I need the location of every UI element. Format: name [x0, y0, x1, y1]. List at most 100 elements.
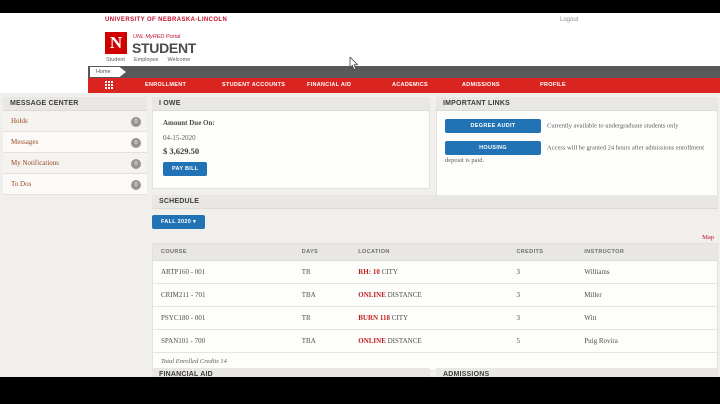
cell-days: TBA [293, 283, 351, 307]
count-badge: 0 [131, 117, 141, 127]
message-center-list: Holds 0 Messages 0 My Notifications 0 [3, 111, 147, 195]
important-link-description: Access will be granted 24 hours after ad… [445, 144, 705, 164]
university-wordmark[interactable]: UNIVERSITY OF NEBRASKA-LINCOLN [105, 17, 228, 23]
important-links-panel: IMPORTANT LINKS DEGREE AUDIT Currently av… [436, 97, 718, 199]
message-center-item[interactable]: To Dos 0 [3, 174, 147, 195]
cell-instructor: Miller [576, 283, 718, 307]
admissions-title: ADMISSIONS [436, 368, 718, 377]
location-map-link[interactable]: BURN 118 [358, 314, 390, 322]
tab-home[interactable]: Home [90, 67, 126, 77]
portal-label: UNL MyRED Portal [133, 34, 181, 40]
location-campus: CITY [381, 268, 398, 276]
nav-item[interactable]: ADMISSIONS [462, 82, 500, 88]
financial-aid-panel: FINANCIAL AID [152, 368, 430, 377]
message-center-item-label: To Dos [11, 180, 32, 188]
cell-course: SPAN101 - 700 [152, 329, 294, 353]
cell-location: ONLINE DISTANCE [350, 329, 509, 353]
important-links-title: IMPORTANT LINKS [436, 97, 718, 111]
mouse-cursor-icon [349, 57, 358, 70]
schedule-table: COURSE DAYS LOCATION CREDITS INSTRUCTOR … [152, 243, 718, 353]
nav-item[interactable]: FINANCIAL AID [307, 82, 352, 88]
cell-location: ONLINE DISTANCE [350, 283, 509, 307]
message-center-item[interactable]: My Notifications 0 [3, 153, 147, 174]
nav-item[interactable]: PROFILE [540, 82, 566, 88]
i-owe-body: Amount Due On: 04-15-2020 $ 3,629.50 PAY… [152, 111, 430, 189]
message-center-title: MESSAGE CENTER [3, 97, 147, 111]
due-date: 04-15-2020 [163, 134, 196, 142]
schedule-panel: SCHEDULE FALL 2020 ▾ Map COURSE DAYS LOC… [152, 195, 718, 371]
masthead-links: Student Employee Welcome [106, 57, 190, 63]
nav-item[interactable]: ENROLLMENT [145, 82, 187, 88]
logout-link[interactable]: Logout [560, 17, 579, 23]
total-credits: Total Enrolled Credits 14 [152, 353, 718, 371]
cell-course: CRIM211 - 701 [152, 283, 294, 307]
main-nav: ENROLLMENT STUDENT ACCOUNTS FINANCIAL AID A… [88, 78, 720, 93]
important-link-row: HOUSING Access will be granted 24 hours a… [445, 141, 709, 166]
cell-course: ARTP160 - 001 [152, 260, 294, 284]
col-credits: CREDITS [508, 243, 577, 261]
amount-due-value: $ 3,629.50 [163, 146, 200, 156]
message-center: MESSAGE CENTER Holds 0 Messages 0 [3, 97, 147, 195]
tab-bar: Home [88, 66, 720, 78]
content-area: MESSAGE CENTER Holds 0 Messages 0 [0, 93, 720, 377]
location-map-link[interactable]: RH: 10 [358, 268, 380, 276]
cell-course: PSYC180 - 001 [152, 306, 294, 330]
col-instructor: INSTRUCTOR [576, 243, 718, 261]
location-campus: DISTANCE [387, 291, 422, 299]
cell-days: TBA [293, 329, 351, 353]
important-link-description: Currently available to undergraduate stu… [547, 122, 679, 130]
count-badge: 0 [131, 159, 141, 169]
location-campus: DISTANCE [387, 337, 422, 345]
grid-menu-icon[interactable] [105, 81, 113, 89]
financial-aid-title: FINANCIAL AID [152, 368, 430, 377]
i-owe-panel: I OWE Amount Due On: 04-15-2020 $ 3,629.… [152, 97, 430, 189]
i-owe-title: I OWE [152, 97, 430, 111]
page-title: STUDENT [132, 40, 197, 56]
important-link-row: DEGREE AUDIT Currently available to under… [445, 119, 709, 133]
masthead: N UNL MyRED Portal STUDENT Student Employ… [0, 28, 720, 66]
message-center-item[interactable]: Holds 0 [3, 111, 147, 132]
schedule-row: SPAN101 - 700 TBA ONLINE DISTANCE 5 Puig… [152, 329, 718, 353]
cell-location: BURN 118 CITY [350, 306, 509, 330]
count-badge: 0 [131, 180, 141, 190]
important-link-button[interactable]: DEGREE AUDIT [445, 119, 541, 133]
masthead-link[interactable]: Welcome [167, 57, 191, 63]
location-campus: CITY [391, 314, 409, 322]
schedule-toolbar: FALL 2020 ▾ Map [152, 209, 718, 243]
message-center-item-label: Messages [11, 138, 39, 146]
cell-instructor: Witt [576, 306, 718, 330]
schedule-header-row: COURSE DAYS LOCATION CREDITS INSTRUCTOR [152, 243, 718, 261]
pay-bill-button[interactable]: PAY BILL [163, 162, 208, 176]
nav-item[interactable]: ACADEMICS [392, 82, 429, 88]
message-center-item[interactable]: Messages 0 [3, 132, 147, 153]
message-center-item-label: Holds [11, 117, 28, 125]
schedule-rows: ARTP160 - 001 TR RH: 10 CITY 3 Williams … [152, 260, 718, 353]
schedule-row: ARTP160 - 001 TR RH: 10 CITY 3 Williams [152, 260, 718, 284]
nav-item[interactable]: STUDENT ACCOUNTS [222, 82, 286, 88]
admissions-panel: ADMISSIONS [436, 368, 718, 377]
count-badge: 0 [131, 138, 141, 148]
cell-credits: 3 [508, 283, 577, 307]
col-location: LOCATION [350, 243, 509, 261]
masthead-link[interactable]: Employee [133, 57, 159, 63]
important-links-body: DEGREE AUDIT Currently available to under… [436, 111, 718, 199]
cell-credits: 3 [508, 260, 577, 284]
col-days: DAYS [293, 243, 351, 261]
cell-credits: 5 [508, 329, 577, 353]
cell-credits: 3 [508, 306, 577, 330]
cell-instructor: Puig Rovira [576, 329, 718, 353]
location-map-link[interactable]: ONLINE [358, 337, 386, 345]
term-dropdown-button[interactable]: FALL 2020 ▾ [152, 215, 206, 229]
important-link-button[interactable]: HOUSING [445, 141, 541, 155]
schedule-row: CRIM211 - 701 TBA ONLINE DISTANCE 3 Mill… [152, 283, 718, 307]
cell-location: RH: 10 CITY [350, 260, 509, 284]
cell-days: TR [293, 306, 351, 330]
map-link[interactable]: Map [702, 234, 714, 241]
nebraska-n-logo[interactable]: N [105, 32, 127, 54]
col-course: COURSE [152, 243, 294, 261]
location-map-link[interactable]: ONLINE [358, 291, 386, 299]
schedule-row: PSYC180 - 001 TR BURN 118 CITY 3 Witt [152, 306, 718, 330]
schedule-title: SCHEDULE [152, 195, 718, 209]
masthead-link[interactable]: Student [106, 57, 125, 63]
